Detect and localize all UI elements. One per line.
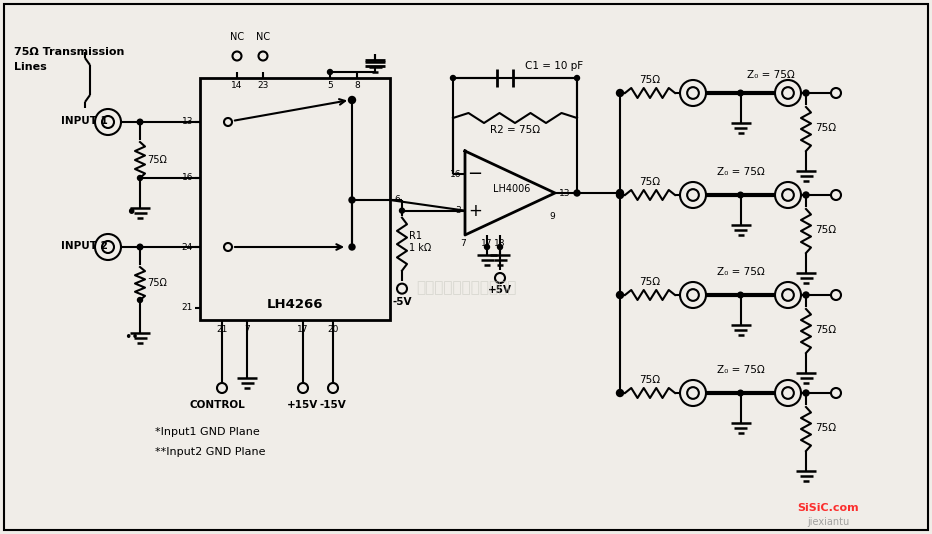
Text: Lines: Lines	[14, 62, 47, 72]
Text: 75Ω: 75Ω	[815, 225, 836, 235]
Text: 18: 18	[494, 239, 506, 248]
Text: 75Ω: 75Ω	[639, 177, 661, 187]
Text: CONTROL: CONTROL	[189, 400, 245, 410]
Text: LH4266: LH4266	[267, 299, 323, 311]
Circle shape	[803, 292, 809, 298]
Text: 75Ω: 75Ω	[815, 423, 836, 433]
Circle shape	[574, 190, 580, 196]
Circle shape	[498, 245, 502, 249]
Text: 75Ω: 75Ω	[639, 375, 661, 385]
Text: R2 = 75Ω: R2 = 75Ω	[490, 125, 540, 135]
Text: 杭州柯睿智科技有限公司: 杭州柯睿智科技有限公司	[416, 280, 516, 295]
Circle shape	[738, 192, 744, 198]
Text: 21: 21	[216, 325, 227, 334]
Text: *Input1 GND Plane: *Input1 GND Plane	[155, 427, 260, 437]
Text: 75Ω: 75Ω	[639, 75, 661, 85]
Circle shape	[138, 176, 143, 180]
Circle shape	[616, 192, 624, 199]
Circle shape	[574, 75, 580, 81]
Text: NC: NC	[256, 32, 270, 42]
Circle shape	[616, 90, 624, 97]
Text: 6: 6	[394, 195, 400, 205]
Circle shape	[349, 97, 355, 104]
Text: 75Ω: 75Ω	[815, 325, 836, 335]
Text: 75Ω: 75Ω	[147, 278, 167, 288]
Text: −: −	[468, 165, 483, 183]
Text: 16: 16	[449, 170, 461, 178]
Text: Z₀ = 75Ω: Z₀ = 75Ω	[747, 70, 794, 80]
Circle shape	[803, 390, 809, 396]
Text: 21: 21	[182, 303, 193, 312]
Circle shape	[138, 297, 143, 302]
Bar	[200, 78, 390, 320]
Text: jiexiantu: jiexiantu	[807, 517, 849, 527]
Text: Z₀ = 75Ω: Z₀ = 75Ω	[717, 267, 764, 277]
Text: 75Ω: 75Ω	[639, 277, 661, 287]
Text: Z₀ = 75Ω: Z₀ = 75Ω	[717, 365, 764, 375]
Text: R1: R1	[409, 231, 422, 241]
Text: INPUT 2: INPUT 2	[61, 241, 108, 251]
Text: 3: 3	[455, 206, 461, 215]
Text: -5V: -5V	[392, 297, 412, 307]
Text: 7: 7	[244, 325, 250, 334]
Text: C1 = 10 pF: C1 = 10 pF	[525, 61, 583, 71]
Circle shape	[616, 389, 624, 397]
Circle shape	[349, 244, 355, 250]
Circle shape	[803, 90, 809, 96]
Text: 17: 17	[297, 325, 308, 334]
Circle shape	[616, 190, 624, 197]
Text: +: +	[468, 202, 482, 219]
Circle shape	[349, 197, 355, 203]
Text: 23: 23	[257, 81, 268, 90]
Text: 20: 20	[327, 325, 338, 334]
Circle shape	[616, 292, 624, 299]
Text: SiSiC.com: SiSiC.com	[797, 503, 858, 513]
Text: **Input2 GND Plane: **Input2 GND Plane	[155, 447, 266, 457]
Circle shape	[400, 208, 404, 213]
Circle shape	[450, 75, 456, 81]
Text: LH4006: LH4006	[493, 184, 530, 194]
Text: 1 kΩ: 1 kΩ	[409, 242, 432, 253]
Text: Z₀ = 75Ω: Z₀ = 75Ω	[717, 167, 764, 177]
Text: 13: 13	[559, 189, 570, 198]
Text: 75Ω: 75Ω	[815, 123, 836, 133]
Text: 13: 13	[182, 117, 193, 127]
Circle shape	[137, 244, 143, 250]
Text: INPUT 1: INPUT 1	[61, 116, 108, 126]
Text: 5: 5	[327, 81, 333, 90]
Text: 7: 7	[460, 239, 466, 248]
Text: ••: ••	[124, 332, 138, 344]
Text: 24: 24	[182, 242, 193, 252]
Circle shape	[485, 245, 489, 249]
Circle shape	[738, 90, 744, 96]
Circle shape	[803, 192, 809, 198]
Text: 14: 14	[231, 81, 242, 90]
Circle shape	[137, 119, 143, 125]
Text: 16: 16	[182, 174, 193, 183]
Text: +5V: +5V	[488, 285, 512, 295]
Text: 75Ω: 75Ω	[147, 155, 167, 165]
Circle shape	[738, 390, 744, 396]
Text: -15V: -15V	[320, 400, 347, 410]
Text: 8: 8	[354, 81, 360, 90]
Circle shape	[738, 292, 744, 298]
Circle shape	[327, 69, 333, 75]
Text: 75Ω Transmission: 75Ω Transmission	[14, 47, 124, 57]
Text: •: •	[125, 203, 137, 223]
Text: 17: 17	[481, 239, 493, 248]
Text: +15V: +15V	[287, 400, 319, 410]
Text: NC: NC	[230, 32, 244, 42]
Text: 9: 9	[549, 211, 555, 221]
